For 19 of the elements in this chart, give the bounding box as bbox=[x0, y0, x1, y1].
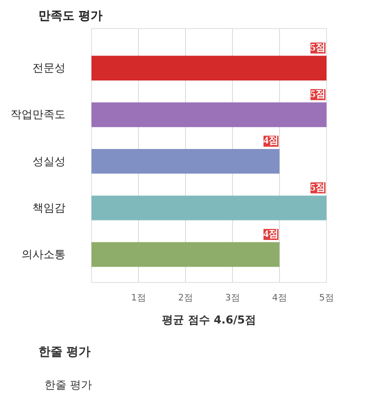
x-tick-label: 4점 bbox=[272, 294, 287, 304]
chart-title: 만족도 평가 bbox=[38, 8, 103, 22]
x-tick-label: 5점 bbox=[319, 294, 334, 304]
text: 한줄 평가 bbox=[44, 378, 92, 392]
y-tick-label: 전문성 bbox=[32, 62, 66, 75]
x-tick-label: 1점 bbox=[131, 294, 146, 304]
y-tick-label: 작업만족도 bbox=[10, 108, 66, 122]
data-label: 5점 bbox=[310, 89, 326, 100]
y-tick-label: 책임감 bbox=[32, 201, 66, 214]
data-label: 4점 bbox=[264, 228, 278, 240]
x-tick-label: 3점 bbox=[225, 294, 240, 304]
y-tick-label: 성실성 bbox=[32, 154, 66, 168]
x-tick-label: 2점 bbox=[178, 294, 193, 304]
data-label: 5점 bbox=[310, 182, 326, 194]
text: 한줄 평가 bbox=[38, 344, 91, 358]
text: 평균 점수 4.6/5점 bbox=[162, 314, 256, 326]
data-label: 4점 bbox=[264, 136, 278, 147]
data-label: 5점 bbox=[310, 42, 326, 54]
y-tick-label: 의사소통 bbox=[22, 248, 66, 262]
